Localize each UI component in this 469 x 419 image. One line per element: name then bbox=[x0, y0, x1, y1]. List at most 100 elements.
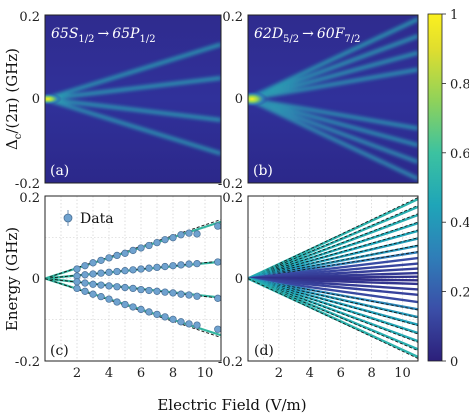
colorbar-ticklabel-5: 0 bbox=[450, 355, 458, 370]
panel-b-frame bbox=[247, 14, 419, 184]
data-point-2-9 bbox=[145, 286, 153, 295]
panel-b-label: (b) bbox=[253, 163, 273, 179]
panel-b-heatmap bbox=[248, 17, 418, 181]
colorbar: 1 0.8 0.6 0.4 0.2 0 bbox=[427, 8, 469, 370]
data-point-1-15 bbox=[193, 260, 201, 268]
panel-a: 65S1/2 → 65P1/2 (a) bbox=[44, 14, 222, 184]
electric-field-xlabel: Electric Field (V/m) bbox=[157, 396, 306, 414]
panel-c-xtick-2: 6 bbox=[137, 366, 145, 381]
data-point-0-8 bbox=[137, 244, 145, 252]
data-point-2-3 bbox=[97, 281, 105, 289]
colorbar-ticklabel-3: 0.4 bbox=[450, 216, 469, 231]
ytick-d-mid: 0 bbox=[235, 272, 243, 287]
data-point-2-0 bbox=[73, 278, 81, 286]
data-point-2-2 bbox=[89, 280, 97, 288]
state-theory-5 bbox=[248, 237, 418, 279]
ytick-d-bot: -0.2 bbox=[218, 355, 243, 370]
data-point-0-15 bbox=[193, 230, 201, 238]
data-point-2-13 bbox=[177, 290, 185, 298]
data-point-0-11 bbox=[161, 236, 169, 244]
transition-a-from: 65S bbox=[51, 26, 78, 42]
data-point-0-6 bbox=[121, 249, 129, 257]
panel-a-yticks: 0.2 0 -0.2 bbox=[15, 10, 40, 192]
heatmap-a-branch-core-0 bbox=[45, 43, 221, 100]
panel-b-yticks: 0.2 0 -0.2 bbox=[218, 10, 243, 192]
panel-a-label: (a) bbox=[50, 163, 69, 179]
panel-c-yticks: 0.2 0 -0.2 bbox=[15, 191, 40, 370]
data-point-0-0 bbox=[73, 265, 81, 273]
panel-c-xticks: 2 4 6 8 10 bbox=[73, 366, 213, 381]
data-point-2-5 bbox=[113, 283, 121, 291]
data-point-3-5 bbox=[113, 298, 121, 306]
transition-a-from-sub: 1/2 bbox=[78, 34, 94, 45]
heatmap-a-branch-core-3 bbox=[45, 98, 221, 155]
colorbar-ticklabel-2: 0.6 bbox=[450, 147, 469, 162]
panel-a-heatmap bbox=[45, 42, 221, 156]
data-point-3-9 bbox=[145, 308, 153, 316]
heatmap-b-branch-core-2 bbox=[248, 52, 418, 100]
panel-d-frame bbox=[247, 195, 419, 362]
state-theory-6 bbox=[248, 244, 418, 279]
panel-d-xtick-4: 10 bbox=[394, 366, 411, 381]
state-theory-18 bbox=[248, 278, 418, 311]
heatmap-ylabel-rest: /(2π) (GHz) bbox=[3, 48, 21, 134]
panel-a-frame bbox=[44, 14, 222, 184]
panel-b-hotspot bbox=[248, 91, 268, 107]
data-point-2-1 bbox=[81, 279, 89, 287]
heatmap-ylabel-main: Δ bbox=[3, 139, 21, 150]
panel-d-xticks: 2 4 6 8 10 bbox=[275, 366, 411, 381]
panel-c-frame bbox=[44, 195, 222, 362]
data-point-3-2 bbox=[89, 290, 97, 298]
data-point-3-11 bbox=[161, 313, 169, 321]
data-point-3-16 bbox=[214, 325, 221, 333]
panel-c-plot bbox=[45, 219, 221, 338]
data-point-3-3 bbox=[97, 293, 105, 301]
state-theory-4 bbox=[248, 229, 418, 279]
heatmap-b-branch-core-1 bbox=[248, 35, 418, 100]
panel-b-background bbox=[248, 15, 418, 183]
colorbar-ticklabel-1: 0.8 bbox=[450, 77, 469, 92]
panel-d: (d) bbox=[247, 195, 419, 362]
panel-c-xtick-3: 8 bbox=[169, 366, 177, 381]
energy-ylabel: Energy (GHz) bbox=[3, 227, 21, 331]
data-point-1-3 bbox=[97, 269, 105, 277]
ytick-b-bot: -0.2 bbox=[218, 177, 243, 192]
data-point-0-5 bbox=[113, 251, 121, 260]
panel-c-legend: Data bbox=[63, 210, 114, 227]
state-theory-19 bbox=[248, 278, 418, 319]
panel-b-transition: 62D5/2 → 60F7/2 bbox=[254, 26, 361, 45]
state-theory-1 bbox=[248, 205, 418, 279]
data-point-0-12 bbox=[169, 234, 177, 242]
data-point-0-7 bbox=[129, 246, 137, 255]
heatmap-ylabel: Δc/(2π) (GHz) bbox=[3, 48, 24, 150]
data-point-1-13 bbox=[177, 261, 185, 269]
data-point-1-11 bbox=[161, 262, 169, 271]
colorbar-ticklabel-4: 0.2 bbox=[450, 286, 469, 301]
data-point-0-14 bbox=[185, 229, 193, 237]
ytick-d-top: 0.2 bbox=[222, 191, 243, 206]
heatmap-b-branch-core-3 bbox=[248, 68, 418, 100]
ytick-b-top: 0.2 bbox=[222, 10, 243, 25]
transition-a-to: 65P bbox=[112, 26, 140, 42]
ytick-a-bot: -0.2 bbox=[15, 177, 40, 192]
data-point-1-2 bbox=[89, 270, 97, 278]
data-point-3-1 bbox=[81, 287, 89, 295]
data-point-0-16 bbox=[214, 222, 221, 230]
colorbar-ticklabel-0: 1 bbox=[450, 8, 458, 23]
data-point-1-7 bbox=[129, 266, 137, 274]
data-point-1-10 bbox=[153, 263, 161, 272]
ytick-c-bot: -0.2 bbox=[15, 355, 40, 370]
transition-b-from: 62D bbox=[254, 26, 283, 42]
data-point-2-10 bbox=[153, 287, 161, 295]
panel-d-xtick-3: 8 bbox=[367, 366, 375, 381]
state-line-21 bbox=[248, 277, 418, 335]
heatmap-b-branch-core-6 bbox=[248, 98, 418, 163]
transition-b-arrow: → bbox=[302, 26, 314, 42]
data-point-0-10 bbox=[153, 238, 161, 247]
data-point-3-14 bbox=[185, 320, 193, 328]
state-theory-7 bbox=[248, 251, 418, 279]
data-point-1-14 bbox=[185, 260, 193, 268]
data-point-1-4 bbox=[105, 268, 113, 276]
data-point-1-5 bbox=[113, 267, 121, 276]
